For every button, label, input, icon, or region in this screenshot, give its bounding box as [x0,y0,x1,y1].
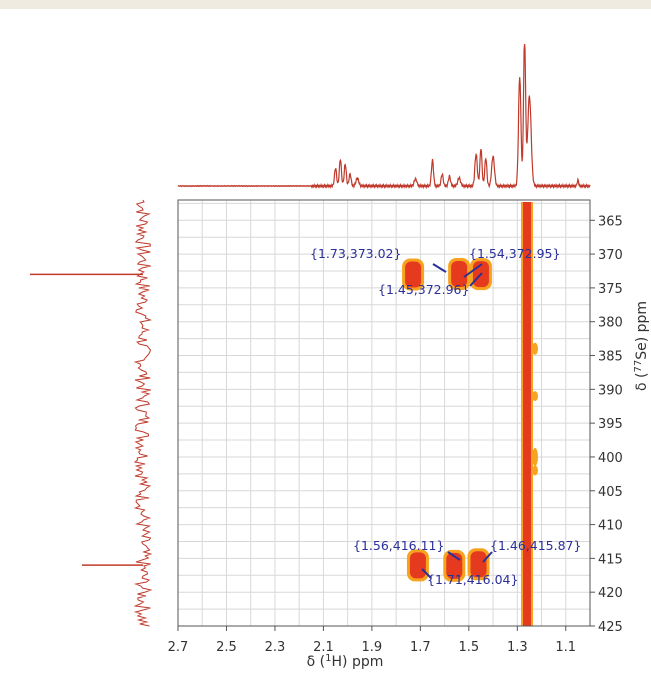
1h-projection-trace [177,43,591,190]
annotation-leader [421,568,432,579]
cross-peak [470,551,487,578]
cross-peaks [402,202,538,626]
plot-frame [177,199,591,627]
y-tick-label: 380 [598,316,623,331]
x-tick-label: 1.5 [458,640,479,655]
y-tick-label: 410 [598,519,623,534]
y-tick-label: 425 [598,620,623,635]
artifact-blob [531,391,538,402]
x-tick-label: 1.7 [410,640,431,655]
annotation-leader [469,272,483,287]
x-tick-label: 1.1 [555,640,576,655]
x-tick-label: 1.3 [507,640,528,655]
y-tick-label: 375 [598,282,623,297]
peak-annotation-label: {1.46,415.87} [490,538,581,553]
y-tick-label: 390 [598,383,623,398]
artifact-blob [531,342,538,355]
peak-annotation-label: {1.71,416.04} [427,572,518,587]
y-tick-label: 370 [598,248,623,263]
77se-projection-noise [133,199,153,627]
y-tick-label: 395 [598,417,623,432]
peak-annotation-label: {1.56,416.11} [353,538,444,553]
peak-annotation-label: {1.73,373.02} [310,246,401,261]
annotation-leader [463,263,483,278]
y-axis-ticks: 365 370 375 380 385 390 395 400 405 410 415 420 425 [590,214,623,635]
top-1h-projection [177,43,591,190]
x-tick-label: 1.9 [362,640,383,655]
artifact-blob [531,447,538,466]
peak-annotations: {1.73,373.02} {1.54,372.95} {1.45,372.96} {… [310,246,581,587]
x-axis-ticks: 2.7 2.5 2.3 2.1 1.9 1.7 1.5 1.3 1.1 [168,626,576,655]
x-tick-label: 2.1 [313,640,334,655]
x-tick-label: 2.7 [168,640,189,655]
left-77se-projection [30,199,153,627]
y-tick-label: 405 [598,485,623,500]
peak-annotation-label: {1.54,372.95} [469,246,560,261]
header-band [0,0,651,9]
annotation-leader [482,551,493,563]
artifact-streak [522,202,531,626]
peak-annotation-label: {1.45,372.96} [378,282,469,297]
annotation-leader [432,263,447,273]
cross-peak [451,261,468,288]
y-tick-label: 415 [598,552,623,567]
annotation-leader [447,551,461,561]
artifact-blob [531,465,538,476]
y-axis-label: δ (77Se) ppm [633,301,650,391]
cross-peak [405,261,422,288]
y-tick-label: 385 [598,350,623,365]
x-tick-label: 2.3 [265,640,286,655]
x-axis-label: δ (1H) ppm [307,653,384,670]
y-tick-label: 365 [598,214,623,229]
x-tick-label: 2.5 [216,640,237,655]
y-tick-label: 420 [598,586,623,601]
cross-peak [409,552,426,579]
y-tick-label: 400 [598,451,623,466]
